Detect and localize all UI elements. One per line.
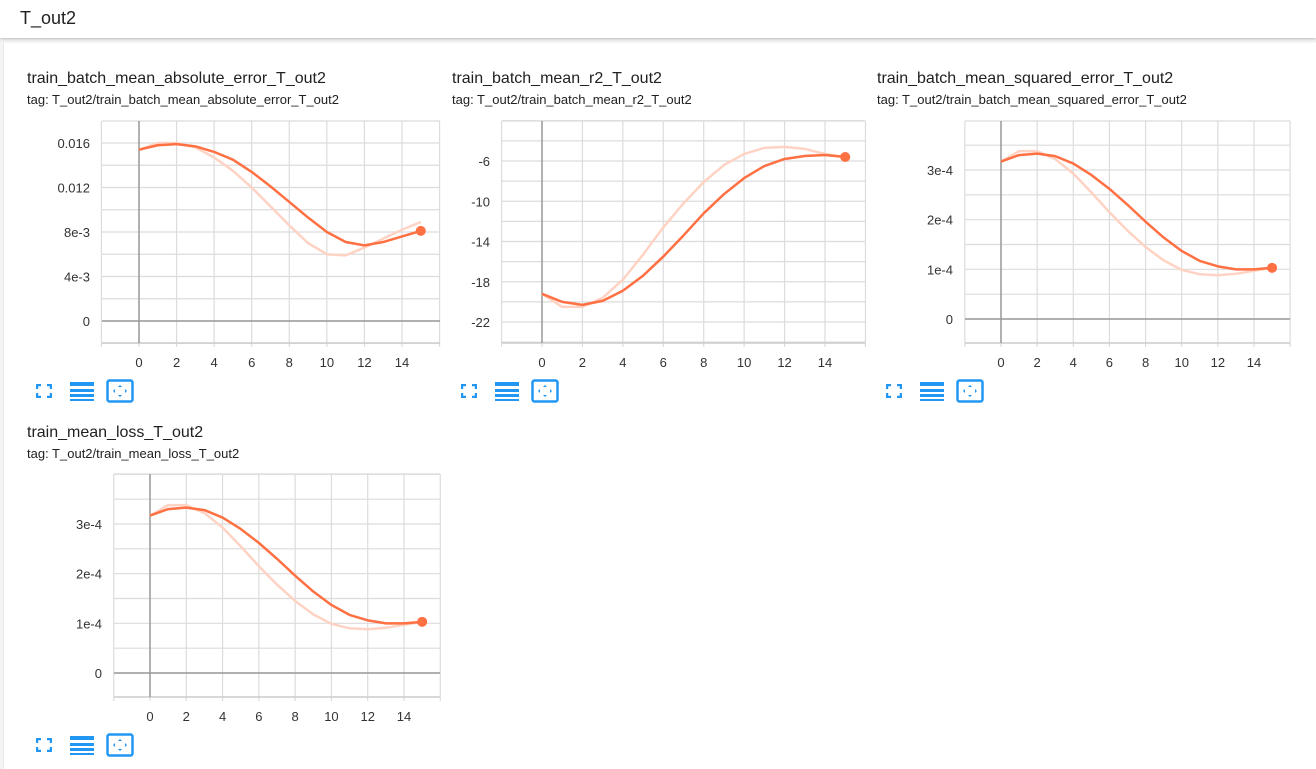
toggle-y-log-button[interactable] (68, 733, 96, 757)
card-tag: tag: T_out2/train_batch_mean_absolute_er… (27, 92, 339, 107)
toggle-y-log-button[interactable] (493, 379, 521, 403)
chart-toolbar (30, 733, 144, 757)
fit-domain-button[interactable] (531, 379, 559, 403)
chart-card-mae: train_batch_mean_absolute_error_T_out2 t… (27, 70, 447, 410)
data-lines-icon (495, 381, 519, 401)
card-tag: tag: T_out2/train_batch_mean_squared_err… (877, 92, 1187, 107)
card-title: train_batch_mean_squared_error_T_out2 (877, 70, 1174, 87)
card-tag: tag: T_out2/train_mean_loss_T_out2 (27, 446, 240, 461)
group-title: T_out2 (20, 8, 77, 28)
chart-toolbar (880, 379, 994, 403)
expand-button[interactable] (880, 379, 908, 403)
expand-icon (35, 383, 53, 399)
chart-toolbar (30, 379, 144, 403)
chart-card-mse: train_batch_mean_squared_error_T_out2 ta… (877, 70, 1297, 410)
expand-icon (885, 383, 903, 399)
card-tag: tag: T_out2/train_batch_mean_r2_T_out2 (452, 92, 692, 107)
fit-domain-icon (106, 379, 134, 403)
fit-domain-button[interactable] (106, 379, 134, 403)
expand-icon (35, 737, 53, 753)
data-lines-icon (920, 381, 944, 401)
expand-button[interactable] (455, 379, 483, 403)
expand-button[interactable] (30, 379, 58, 403)
chart-toolbar (455, 379, 569, 403)
fit-domain-button[interactable] (106, 733, 134, 757)
toggle-y-log-button[interactable] (68, 379, 96, 403)
chart-card-r2: train_batch_mean_r2_T_out2 tag: T_out2/t… (452, 70, 872, 410)
card-title: train_mean_loss_T_out2 (27, 424, 204, 441)
expand-button[interactable] (30, 733, 58, 757)
expand-icon (460, 383, 478, 399)
toggle-y-log-button[interactable] (918, 379, 946, 403)
fit-domain-button[interactable] (956, 379, 984, 403)
chart-card-loss: train_mean_loss_T_out2 tag: T_out2/train… (27, 424, 447, 764)
card-title: train_batch_mean_absolute_error_T_out2 (27, 70, 326, 87)
fit-domain-icon (956, 379, 984, 403)
data-lines-icon (70, 381, 94, 401)
card-title: train_batch_mean_r2_T_out2 (452, 70, 662, 87)
data-lines-icon (70, 735, 94, 755)
fit-domain-icon (531, 379, 559, 403)
group-header[interactable]: T_out2 (0, 0, 1316, 38)
fit-domain-icon (106, 733, 134, 757)
